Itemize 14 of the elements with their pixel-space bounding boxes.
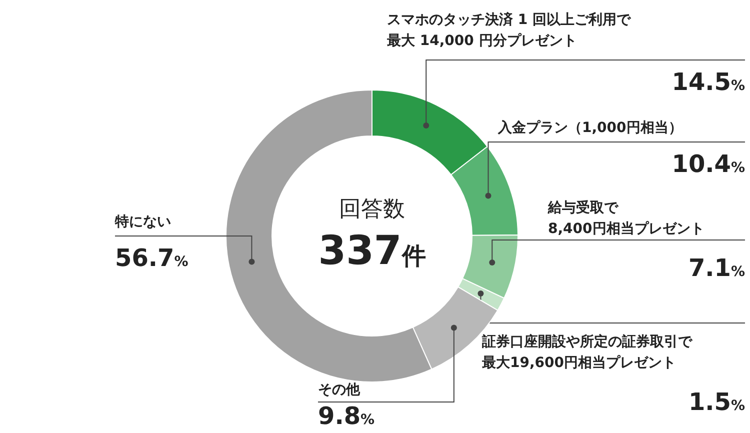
data-label: 14.5% [672,68,745,96]
text: 337件 [318,228,426,274]
data-label: 9.8% [318,402,375,430]
slice-label: スマホのタッチ決済 1 回以上ご利用で最大 14,000 円分プレゼント [386,11,632,49]
slice-label: 給与受取で8,400円相当プレゼント [547,200,704,237]
data-label: 1.5% [688,388,745,416]
slice-label: 特にない [114,214,171,230]
data-label: 56.7% [115,244,188,272]
slice-label: 証券口座開設や所定の証券取引で最大19,600円相当プレゼント [481,333,693,371]
data-label: 10.4% [672,150,745,178]
text: 回答数 [339,197,405,222]
slice-label: その他 [318,382,361,398]
slice-label: 入金プラン（1,000円相当） [497,119,682,136]
data-label: 7.1% [688,254,745,282]
